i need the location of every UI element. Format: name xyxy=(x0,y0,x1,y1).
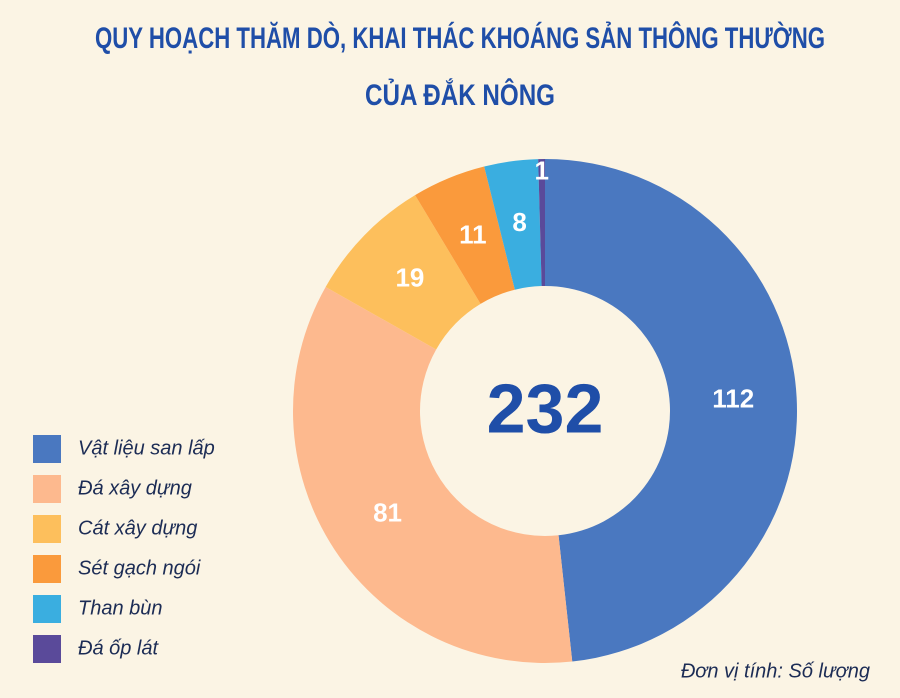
chart-title: CỦA ĐẮK NÔNG xyxy=(365,78,555,112)
donut-slice xyxy=(415,166,515,304)
legend-label: Cát xây dựng xyxy=(78,517,197,539)
donut-slice xyxy=(538,159,545,287)
legend-swatch xyxy=(33,515,61,543)
legend-swatch xyxy=(33,555,61,583)
data-label: 8 xyxy=(512,207,526,237)
legend-label: Sét gạch ngói xyxy=(78,557,201,579)
note: Đơn vị tính: Số lượng xyxy=(681,660,870,682)
legend-label: Vật liệu san lấp xyxy=(78,437,215,459)
data-label: 81 xyxy=(373,498,402,528)
data-label: 11 xyxy=(459,220,487,250)
donut-slice xyxy=(484,159,542,290)
legend-label: Đá ốp lát xyxy=(78,637,159,659)
legend-label: Đá xây dựng xyxy=(78,477,192,499)
legend-label: Than bùn xyxy=(78,597,163,619)
legend-swatch xyxy=(33,435,61,463)
data-label: 1 xyxy=(535,155,549,185)
donut-slice xyxy=(292,286,573,663)
data-label: 19 xyxy=(395,262,424,292)
donut-slice xyxy=(545,159,798,662)
legend-swatch xyxy=(33,475,61,503)
legend-swatch xyxy=(33,635,61,663)
donut-slice xyxy=(325,195,481,350)
data-label: 112 xyxy=(712,384,754,414)
legend-swatch xyxy=(33,595,61,623)
center-total: 232 xyxy=(487,369,604,447)
chart-title: QUY HOẠCH THĂM DÒ, KHAI THÁC KHOÁNG SẢN … xyxy=(95,21,825,55)
